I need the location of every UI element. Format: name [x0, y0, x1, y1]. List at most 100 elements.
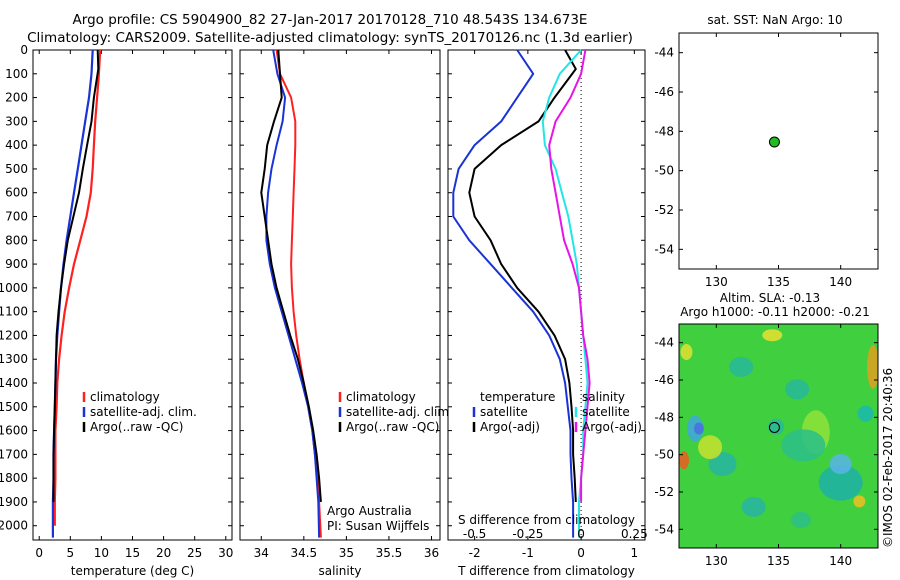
y-tick-label: 500	[5, 162, 28, 176]
series-satellite_adj	[265, 49, 321, 538]
s-tick-label: 0.25	[621, 527, 648, 541]
y-tick-label: -54	[654, 242, 674, 256]
plot-frame	[239, 49, 441, 541]
annotation-line: PI: Susan Wijffels	[327, 519, 429, 533]
y-tick-label: 300	[5, 114, 28, 128]
map-frame	[678, 32, 879, 270]
heatmap-cell	[781, 429, 826, 462]
heatmap-field	[679, 324, 878, 548]
x-tick-label: 34.5	[290, 546, 317, 560]
series-salinity-argo_s	[548, 49, 591, 502]
annotation-line: Argo Australia	[327, 504, 412, 518]
series-argo	[260, 49, 322, 502]
x-tick-label: 140	[829, 554, 852, 568]
legend-label: Argo(-adj)	[582, 420, 642, 434]
x-tick-label: 140	[829, 275, 852, 289]
legend-label: climatology	[346, 390, 416, 404]
header-line2: Climatology: CARS2009. Satellite-adjuste…	[27, 30, 633, 46]
difference-panel: -2 -1 0 1temperaturesatelliteArgo(-adj)sali…	[447, 49, 697, 578]
heatmap-cell	[829, 454, 852, 474]
heatmap-cell	[762, 329, 783, 342]
y-tick-label: 1500	[0, 400, 28, 414]
y-tick-label: 1200	[0, 328, 28, 342]
x-tick-label: 1	[631, 546, 639, 560]
y-tick-label: -48	[654, 124, 674, 138]
map-subtitle: Argo h1000: -0.11 h2000: -0.21	[680, 305, 870, 319]
heatmap-cell	[708, 452, 737, 476]
x-tick-label: 135	[767, 275, 790, 289]
header-line1: Argo profile: CS 5904900_82 27-Jan-2017 …	[73, 12, 588, 28]
y-tick-label: 1600	[0, 424, 28, 438]
plot-frame	[32, 49, 233, 541]
x-tick-label: 35.5	[376, 546, 403, 560]
y-tick-label: 1000	[0, 281, 28, 295]
heatmap-cell	[680, 344, 693, 360]
heatmap-cell	[693, 422, 704, 435]
plot-frame	[447, 49, 646, 541]
y-tick-label: 1300	[0, 352, 28, 366]
heatmap-cell	[818, 464, 863, 501]
x-axis-label: T difference from climatology	[457, 564, 635, 578]
heatmap-cell	[741, 496, 766, 517]
legend-label: satellite-adj. clim.	[90, 405, 197, 419]
heatmap-cell	[785, 379, 810, 400]
legend-label: satellite	[480, 405, 528, 419]
y-tick-label: 400	[5, 138, 28, 152]
heatmap-cell	[867, 344, 878, 389]
y-tick-label: 600	[5, 186, 28, 200]
series-temperature-argo	[468, 49, 577, 502]
x-tick-label: -1	[522, 546, 534, 560]
temperature-panel: 0100200300400500600700800900100011001200…	[0, 43, 233, 578]
heatmap-cell	[790, 512, 811, 528]
legend-label: Argo(-adj)	[480, 420, 540, 434]
y-tick-label: 100	[5, 67, 28, 81]
y-tick-label: 800	[5, 233, 28, 247]
y-tick-label: -46	[654, 85, 674, 99]
legend-label: Argo(..raw -QC)	[90, 420, 183, 434]
y-tick-label: -54	[654, 522, 674, 536]
y-tick-label: 0	[20, 43, 28, 57]
heatmap-cell	[679, 451, 689, 470]
x-tick-label: 130	[705, 554, 728, 568]
y-tick-label: -52	[654, 485, 674, 499]
x-axis-label: salinity	[318, 564, 361, 578]
y-tick-label: 700	[5, 210, 28, 224]
sst-map-panel: sat. SST: NaN Argo: 10 130 135 140 -44 -46 -48…	[654, 13, 879, 289]
x-tick-label: 34	[254, 546, 269, 560]
y-tick-label: 1900	[0, 495, 28, 509]
x-axis-label: temperature (deg C)	[71, 564, 194, 578]
y-tick-label: 2000	[0, 519, 28, 533]
x-axis-label-top: S difference from climatology	[458, 513, 635, 527]
x-tick-label: 25	[187, 546, 202, 560]
argo-position-marker	[768, 421, 780, 433]
series-climatology	[53, 49, 102, 526]
y-tick-label: -46	[654, 373, 674, 387]
series-argo	[52, 49, 100, 502]
y-tick-label: -44	[654, 46, 674, 60]
x-tick-label: 135	[767, 554, 790, 568]
series-temperature-satellite_adj	[452, 49, 575, 538]
heatmap-cell	[729, 356, 754, 377]
map-title: sat. SST: NaN Argo: 10	[707, 13, 842, 27]
y-tick-label: 200	[5, 91, 28, 105]
y-tick-label: 900	[5, 257, 28, 271]
x-tick-label: -2	[469, 546, 481, 560]
legend-label: climatology	[90, 390, 160, 404]
argo-position-marker	[768, 136, 780, 148]
y-tick-label: 1100	[0, 305, 28, 319]
x-tick-label: 30	[218, 546, 233, 560]
y-tick-label: 1800	[0, 471, 28, 485]
y-tick-label: -50	[654, 448, 674, 462]
x-tick-label: 0	[35, 546, 43, 560]
x-tick-label: 130	[705, 275, 728, 289]
x-tick-label: 20	[156, 546, 171, 560]
legend-label: Argo(..raw -QC)	[346, 420, 439, 434]
x-tick-label: 5	[66, 546, 74, 560]
s-tick-label: -0.25	[512, 527, 543, 541]
x-tick-label: 0	[577, 546, 585, 560]
y-tick-label: -44	[654, 336, 674, 350]
heatmap-cell	[698, 435, 723, 460]
x-tick-label: 10	[94, 546, 109, 560]
